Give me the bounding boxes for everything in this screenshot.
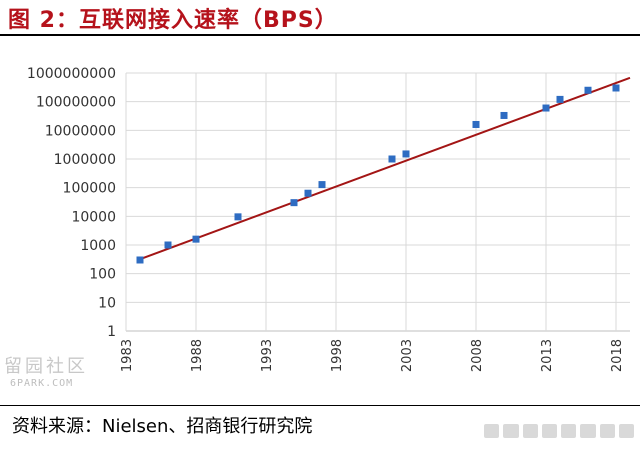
x-tick-label: 2013 (540, 339, 555, 372)
y-tick-label: 100000 (63, 181, 116, 197)
x-tick-label: 1998 (330, 339, 345, 372)
x-tick-label: 1988 (190, 339, 205, 372)
data-point (402, 150, 410, 158)
trend-line (139, 76, 631, 261)
data-point (556, 95, 564, 103)
y-tick-label: 10000 (71, 209, 116, 225)
y-tick-label: 1000000000 (27, 66, 116, 82)
data-points (136, 84, 620, 264)
x-tick-label: 2003 (400, 339, 415, 372)
y-tick-label: 100000000 (36, 95, 116, 111)
y-tick-label: 1 (107, 324, 116, 340)
x-tick-label: 1983 (120, 339, 135, 372)
x-tick-label: 2018 (610, 339, 625, 372)
data-point (542, 104, 550, 112)
title-divider (0, 34, 640, 36)
y-tick-label: 10 (98, 295, 116, 311)
data-point (500, 111, 508, 119)
watermark: 留园社区 6PARK.COM (4, 352, 100, 389)
x-tick-label: 1993 (260, 339, 275, 372)
data-point (234, 213, 242, 221)
watermark-logo-glyphs: 留园社区 (4, 356, 88, 377)
data-point (318, 181, 326, 189)
data-point (612, 84, 620, 92)
trendline (139, 76, 631, 261)
y-tick-label: 10000000 (45, 123, 116, 139)
data-point (192, 235, 200, 243)
data-point (584, 86, 592, 94)
data-point (472, 120, 480, 128)
data-point (388, 155, 396, 163)
x-tick-label: 2008 (470, 339, 485, 372)
source-note: 资料来源：Nielsen、招商银行研究院 (12, 416, 313, 437)
watermark-text: 6PARK.COM (10, 378, 74, 389)
source-divider (0, 405, 640, 406)
data-point (304, 189, 312, 197)
y-tick-label: 100 (89, 267, 116, 283)
data-point (290, 199, 298, 207)
x-axis-tick-labels: 1983 1988 1993 1998 2003 2008 2013 2018 (120, 339, 625, 372)
data-point (164, 241, 172, 249)
chart-title: 图 2：互联网接入速率（BPS） (8, 8, 338, 33)
y-axis-tick-labels: 1 10 100 1000 10000 100000 1000000 10000000 1000… (27, 66, 116, 340)
blurred-footer-text (484, 424, 634, 438)
scatter-chart: 1 10 100 1000 10000 100000 1000000 10000000 1000… (27, 66, 631, 372)
data-point (136, 256, 144, 264)
y-tick-label: 1000 (80, 238, 116, 254)
gridlines (125, 72, 630, 332)
y-tick-label: 1000000 (54, 152, 116, 168)
